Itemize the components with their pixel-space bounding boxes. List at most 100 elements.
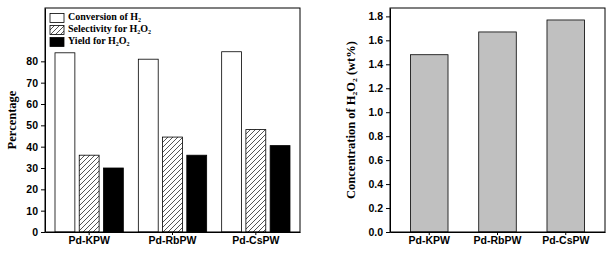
figure: 0 10 20 30 40 50 60 70 80 Pd-KPW Pd-RbPW Pd-CsPW Per… xyxy=(0,0,613,254)
bar xyxy=(79,155,99,232)
x-tick: Pd-KPW xyxy=(409,232,451,246)
y-tick-mark xyxy=(386,112,390,113)
y-tick-mark xyxy=(41,211,45,212)
y-tick: 40 xyxy=(26,141,45,153)
y-axis-title: Concentration of H₂O₂ (wt%) xyxy=(344,41,358,199)
y-tick-label: 0.6 xyxy=(368,154,383,166)
y-tick-mark xyxy=(41,61,45,62)
bar xyxy=(547,20,585,232)
y-tick-label: 0 xyxy=(32,226,38,238)
y-tick-label: 1.8 xyxy=(368,10,383,22)
x-tick: Pd-CsPW xyxy=(232,232,279,246)
y-tick-mark xyxy=(41,125,45,126)
y-tick-mark xyxy=(41,147,45,148)
y-tick: 1.6 xyxy=(368,34,390,46)
y-tick-label: 20 xyxy=(26,183,38,195)
y-tick: 0.0 xyxy=(368,226,390,238)
y-tick-label: 0.4 xyxy=(368,178,383,190)
y-tick-label: 0.2 xyxy=(368,202,383,214)
y-tick-mark xyxy=(386,160,390,161)
x-tick-label: Pd-KPW xyxy=(409,234,451,246)
y-tick-mark xyxy=(386,16,390,17)
y-tick-label: 70 xyxy=(26,77,38,89)
y-tick: 50 xyxy=(26,119,45,131)
y-tick: 1.2 xyxy=(368,82,390,94)
y-tick: 1.8 xyxy=(368,10,390,22)
x-axis: Pd-KPW Pd-RbPW Pd-CsPW xyxy=(391,232,606,246)
legend-swatch xyxy=(50,38,64,47)
y-tick-label: 60 xyxy=(26,98,38,110)
y-axis-title: Percentage xyxy=(5,90,19,149)
y-tick-label: 0.0 xyxy=(368,226,383,238)
y-tick-label: 1.4 xyxy=(368,58,383,70)
y-tick-label: 1.6 xyxy=(368,34,383,46)
y-tick: 0.4 xyxy=(368,178,390,190)
y-tick: 0 xyxy=(32,226,45,238)
y-tick-mark xyxy=(386,208,390,209)
y-tick-label: 50 xyxy=(26,119,38,131)
chart-0: 0 10 20 30 40 50 60 70 80 Pd-KPW Pd-RbPW Pd-CsPW Per… xyxy=(5,8,301,246)
x-tick: Pd-CsPW xyxy=(542,232,589,246)
x-tick: Pd-RbPW xyxy=(149,232,197,246)
y-tick: 80 xyxy=(26,55,45,67)
bars xyxy=(410,20,584,232)
legend-entry: Conversion of H₂ xyxy=(50,11,141,22)
bar xyxy=(103,168,123,232)
y-tick-label: 10 xyxy=(26,205,38,217)
y-tick-mark xyxy=(41,104,45,105)
bar xyxy=(270,146,290,232)
legend-label: Conversion of H₂ xyxy=(68,11,141,22)
chart-1: 0.0 0.2 0.4 0.6 0.8 1.0 1.2 1.4 1.6 1.8 Pd-KPW Pd-R… xyxy=(344,8,606,246)
y-tick: 30 xyxy=(26,162,45,174)
y-tick: 10 xyxy=(26,205,45,217)
bar xyxy=(187,155,207,232)
legend-entry: Selectivity for H₂O₂ xyxy=(50,23,151,34)
y-tick-mark xyxy=(386,64,390,65)
legend-swatch xyxy=(50,26,64,35)
x-axis: Pd-KPW Pd-RbPW Pd-CsPW xyxy=(46,232,301,246)
legend-label: Selectivity for H₂O₂ xyxy=(68,23,151,34)
bar xyxy=(163,137,183,232)
bar xyxy=(222,52,242,232)
y-tick: 1.4 xyxy=(368,58,390,70)
legend: Conversion of H₂Selectivity for H₂O₂Yiel… xyxy=(50,11,151,46)
y-tick: 20 xyxy=(26,183,45,195)
x-tick-label: Pd-RbPW xyxy=(474,234,522,246)
y-tick-mark xyxy=(41,83,45,84)
bar xyxy=(410,55,448,232)
y-tick: 0.2 xyxy=(368,202,390,214)
y-tick-mark xyxy=(41,232,45,233)
bar xyxy=(138,59,158,232)
bar xyxy=(55,53,75,232)
x-tick-label: Pd-CsPW xyxy=(232,234,279,246)
y-tick-mark xyxy=(41,189,45,190)
plot-frame xyxy=(45,8,300,232)
legend-swatch xyxy=(50,14,64,23)
x-tick-label: Pd-RbPW xyxy=(149,234,197,246)
legend-entry: Yield for H₂O₂ xyxy=(50,35,130,46)
y-tick: 60 xyxy=(26,98,45,110)
x-tick: Pd-RbPW xyxy=(474,232,522,246)
bar xyxy=(246,130,266,232)
y-axis: 0 10 20 30 40 50 60 70 80 xyxy=(26,9,45,238)
y-tick-label: 1.0 xyxy=(368,106,383,118)
y-tick: 1.0 xyxy=(368,106,390,118)
x-tick-label: Pd-CsPW xyxy=(542,234,589,246)
y-tick-label: 0.8 xyxy=(368,130,383,142)
y-tick-mark xyxy=(386,184,390,185)
y-tick-label: 30 xyxy=(26,162,38,174)
y-tick-mark xyxy=(41,168,45,169)
y-tick-mark xyxy=(386,40,390,41)
y-tick-mark xyxy=(386,136,390,137)
x-tick-label: Pd-KPW xyxy=(68,234,110,246)
plot-frame xyxy=(390,8,605,232)
y-tick: 70 xyxy=(26,77,45,89)
y-tick: 0.8 xyxy=(368,130,390,142)
y-tick: 0.6 xyxy=(368,154,390,166)
bar xyxy=(479,32,517,232)
x-tick: Pd-KPW xyxy=(68,232,110,246)
bars xyxy=(55,52,290,232)
y-tick-label: 40 xyxy=(26,141,38,153)
y-tick-label: 80 xyxy=(26,55,38,67)
y-tick-mark xyxy=(386,88,390,89)
